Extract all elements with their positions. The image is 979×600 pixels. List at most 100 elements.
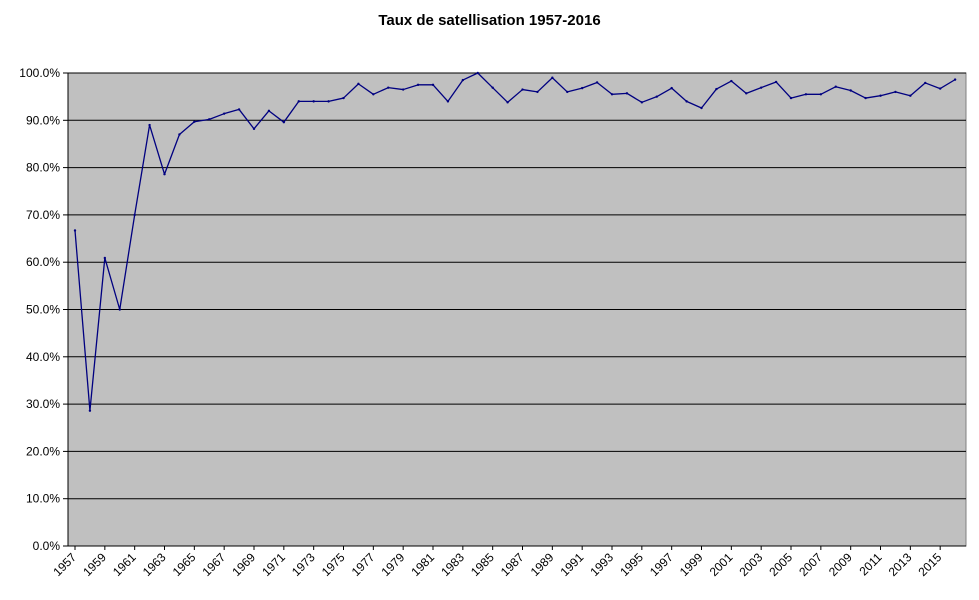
x-tick-label: 1997 [647,550,676,579]
data-point [208,118,211,121]
data-point [282,120,286,124]
x-tick-label: 1991 [558,550,587,579]
data-point [163,173,166,176]
data-point [700,106,703,110]
data-point [73,229,77,232]
grid-lines [68,72,966,547]
x-tick-label: 1969 [229,550,258,579]
data-point [431,83,435,87]
x-tick-label: 1967 [200,550,229,579]
data-point [297,100,300,103]
y-tick-label: 90.0% [26,113,60,127]
data-point [730,79,733,83]
x-axis: 1957 1959 1961 1963 1965 1967 1969 1971 1973 1975… [50,545,966,579]
x-tick-label: 2015 [916,550,945,579]
y-tick-label: 70.0% [26,208,60,222]
data-point [924,81,927,85]
data-point [670,86,673,90]
data-point [774,80,778,84]
data-point [237,108,241,111]
x-tick-label: 1965 [170,550,199,579]
y-tick-label: 80.0% [26,161,60,175]
x-tick-label: 1973 [289,550,318,579]
y-tick-label: 60.0% [26,255,60,269]
data-point [506,101,509,104]
data-point [909,94,912,97]
data-point [551,76,554,79]
y-tick-label: 50.0% [26,303,60,317]
x-tick-label: 1979 [379,550,408,579]
data-point [819,93,823,96]
x-tick-label: 1959 [80,550,109,579]
data-point [178,133,181,136]
data-point [461,78,465,82]
data-point [894,90,897,94]
x-tick-label: 1977 [349,550,378,579]
y-tick-label: 20.0% [26,444,60,458]
data-point [312,100,315,103]
data-point [804,93,808,96]
data-point [789,96,793,100]
data-point [327,100,330,103]
x-tick-label: 1981 [408,550,437,579]
data-point [715,87,718,91]
x-tick-label: 1963 [140,550,169,579]
y-axis: 0.0% 10.0% 20.0% 30.0% 40.0% 50.0% 60.0% 70.0% 8… [19,66,69,553]
data-point [267,109,271,113]
data-point [446,100,450,103]
chart-title: Taux de satellisation 1957-2016 [378,12,601,29]
data-point [148,123,151,127]
y-tick-label: 40.0% [26,350,60,364]
x-tick-label: 1971 [259,550,288,579]
x-tick-label: 1983 [438,550,467,579]
data-point [342,96,345,100]
x-tick-label: 1961 [110,550,139,579]
series-line [74,72,956,412]
data-point [953,78,957,81]
data-point [655,95,658,98]
data-point [476,71,479,75]
x-tick-label: 1975 [319,550,348,579]
y-tick-label: 100.0% [19,66,60,80]
x-tick-label: 2003 [737,550,766,579]
data-point [759,86,763,89]
data-point [521,88,524,91]
data-point [252,127,256,131]
x-tick-label: 1999 [677,550,706,579]
data-point [416,83,420,87]
data-point [118,308,121,311]
data-point [357,82,360,86]
x-tick-label: 2011 [856,550,884,578]
data-point [401,88,405,91]
data-point [879,94,882,97]
data-point [103,256,107,260]
data-point [640,101,644,104]
data-point [938,87,942,90]
data-point [193,120,196,123]
data-point [133,213,136,217]
y-tick-label: 30.0% [26,397,60,411]
data-point [849,89,852,92]
x-tick-label: 2007 [796,550,825,579]
y-tick-label: 10.0% [26,492,60,506]
x-tick-label: 2001 [707,550,736,579]
data-point [372,93,375,96]
data-point [580,86,584,90]
series-group [73,71,957,412]
x-tick-label: 2013 [886,550,915,579]
y-tick-label: 0.0% [33,539,61,553]
x-tick-label: 1993 [587,550,616,579]
x-tick-label: 2005 [766,550,795,579]
x-tick-label: 1987 [498,550,527,579]
x-tick-label: 2009 [826,550,855,579]
data-point [625,92,629,95]
x-tick-label: 1989 [528,550,557,579]
data-point [536,90,539,94]
data-point [595,81,599,84]
data-point [834,85,837,88]
data-point [685,100,688,103]
data-point [88,409,92,412]
x-tick-label: 1957 [50,550,79,579]
data-point [745,92,748,95]
